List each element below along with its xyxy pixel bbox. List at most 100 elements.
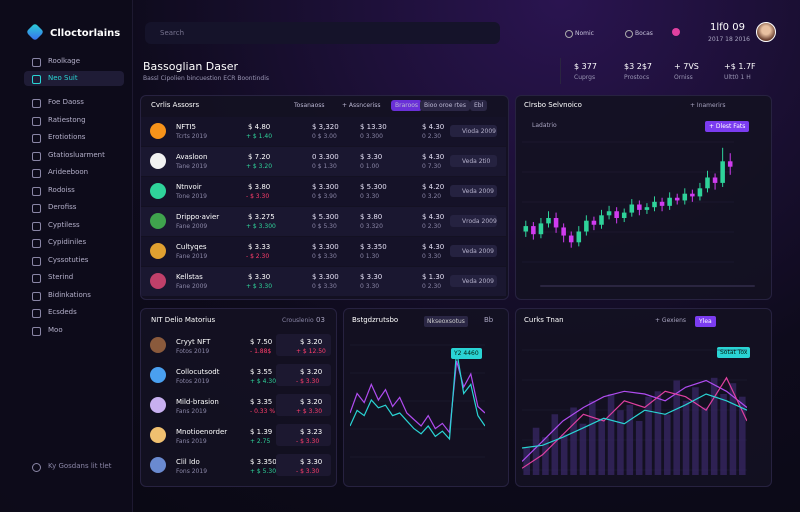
nav-item[interactable]: Erotiotions bbox=[48, 133, 86, 141]
nft-value: $ 3.20 bbox=[300, 368, 323, 376]
line-series bbox=[522, 379, 747, 462]
tab[interactable]: Braroos bbox=[391, 100, 423, 111]
nav-item[interactable]: Cyssotuties bbox=[48, 255, 89, 264]
stat-value: + 7VS bbox=[674, 62, 699, 71]
tab[interactable]: Crouslenio bbox=[282, 317, 314, 324]
tab[interactable]: Bioo oroe rtes bbox=[420, 100, 470, 111]
action[interactable]: Veda 2009 bbox=[462, 278, 494, 285]
nft-sub: Fotos 2019 bbox=[176, 348, 210, 355]
asset-change: - $ 2.30 bbox=[246, 253, 270, 260]
tab[interactable]: + Inamerirs bbox=[690, 102, 726, 109]
nft-name: Collocutsodt bbox=[176, 368, 220, 376]
cell-value: 0 3.300 bbox=[312, 153, 339, 161]
nft-name: Mnotioenorder bbox=[176, 428, 228, 436]
asset-name: Ntnvoir bbox=[176, 183, 202, 191]
nft-price: $ 3.55 bbox=[250, 368, 273, 376]
action-button[interactable] bbox=[450, 275, 497, 287]
sidebar-footer: Ky Gosdans lit tlet bbox=[48, 462, 112, 470]
candle-body bbox=[546, 218, 551, 224]
candle-body bbox=[531, 226, 536, 235]
candle-body bbox=[690, 193, 695, 197]
action[interactable]: Vioda 2009 bbox=[462, 128, 496, 135]
nav-item[interactable]: Cyptiless bbox=[48, 220, 80, 229]
search[interactable]: Search bbox=[160, 29, 185, 37]
asset-change: + $ 3.300 bbox=[246, 223, 276, 230]
nav-icon bbox=[32, 291, 41, 301]
bar bbox=[626, 404, 634, 475]
tab[interactable]: Nkseoxsotus bbox=[424, 316, 468, 327]
action[interactable]: Vroda 2009 bbox=[462, 218, 497, 225]
candle-body bbox=[720, 161, 725, 183]
nft-change: + 2.75 bbox=[250, 438, 271, 445]
nav-icon bbox=[32, 256, 41, 266]
search-box[interactable] bbox=[145, 22, 500, 44]
chart-tag: + Dlest Fats bbox=[705, 121, 750, 132]
action[interactable]: Veda 2ti0 bbox=[462, 158, 491, 165]
nav-item[interactable]: Sterind bbox=[48, 273, 74, 281]
line-series bbox=[522, 376, 747, 469]
candle-body bbox=[621, 212, 627, 218]
action[interactable]: Veda 2009 bbox=[462, 188, 494, 195]
asset-change: + $ 3.30 bbox=[246, 283, 273, 290]
asset-name: Drippo·avier bbox=[176, 213, 220, 221]
nft-vsub: - $ 3.30 bbox=[296, 438, 320, 445]
nav-item[interactable]: Rodoiss bbox=[48, 185, 75, 194]
candle-body bbox=[614, 211, 619, 218]
cell-sub: 0 1.00 bbox=[360, 163, 380, 170]
tab[interactable]: + Gexiens bbox=[655, 317, 687, 324]
nav-item[interactable]: Gtatiosluarment bbox=[48, 150, 105, 159]
nav-icon bbox=[32, 99, 41, 108]
user-name: 1lf0 09 bbox=[710, 22, 745, 33]
asset-price: $ 7.20 bbox=[248, 153, 271, 161]
stat-label: Cuprgs bbox=[574, 74, 596, 81]
action-button[interactable] bbox=[450, 215, 497, 227]
stat-label: Prostocs bbox=[624, 74, 650, 81]
action-button[interactable] bbox=[450, 125, 497, 137]
nav-icon bbox=[32, 134, 41, 143]
nav-item[interactable]: Roolkage bbox=[48, 57, 81, 65]
nav-item[interactable]: Moo bbox=[48, 325, 63, 334]
bar bbox=[523, 448, 530, 475]
top-link[interactable]: Nomic bbox=[575, 30, 594, 37]
cell-value: $ 3.30 bbox=[360, 273, 383, 281]
nav-item[interactable]: Derofiss bbox=[48, 203, 77, 211]
nav-item[interactable]: Neo Suit bbox=[48, 74, 78, 82]
tab[interactable]: Tosanaoss bbox=[294, 102, 325, 109]
bar bbox=[560, 434, 568, 475]
candle-body bbox=[674, 197, 680, 201]
asset-price: $ 3.33 bbox=[248, 243, 271, 251]
panel-title: NIT Delio Matorius bbox=[151, 316, 216, 324]
tab[interactable]: Ebl bbox=[470, 100, 488, 111]
nav-item[interactable]: Cypidiniles bbox=[48, 238, 87, 246]
cell-value: $ 3.300 bbox=[312, 183, 339, 191]
avatar[interactable] bbox=[756, 22, 776, 42]
action-button[interactable] bbox=[450, 245, 497, 257]
bar bbox=[720, 394, 727, 475]
value-cell bbox=[276, 424, 331, 446]
action-button[interactable] bbox=[450, 185, 497, 197]
bar bbox=[645, 396, 652, 475]
nft-value: $ 3.30 bbox=[300, 458, 323, 466]
notification-dot bbox=[672, 28, 680, 36]
top-link[interactable]: Bocas bbox=[635, 30, 653, 37]
action-button[interactable] bbox=[450, 155, 497, 167]
candle-body bbox=[697, 188, 703, 197]
nav-item[interactable]: Foe Daoss bbox=[48, 98, 84, 106]
asset-name: NFTI5 bbox=[176, 123, 196, 131]
nav-item[interactable]: Ratiestong bbox=[48, 115, 86, 124]
action[interactable]: Veda 2009 bbox=[462, 248, 494, 255]
asset-icon bbox=[150, 153, 166, 169]
nav-item[interactable]: Ecsdeds bbox=[48, 308, 77, 316]
button[interactable]: Ylea bbox=[695, 316, 716, 327]
nav-item[interactable]: Bidinkations bbox=[48, 290, 91, 299]
nft-vsub: - $ 3.30 bbox=[296, 378, 320, 385]
nav-icon bbox=[32, 75, 41, 84]
nav-item[interactable]: Arideeboon bbox=[48, 168, 89, 176]
candle-body bbox=[523, 226, 529, 232]
scroll-track bbox=[540, 285, 755, 287]
asset-name: Kellstas bbox=[176, 273, 203, 281]
tab[interactable]: + Assnceriss bbox=[342, 102, 381, 109]
nft-icon bbox=[150, 397, 166, 413]
nft-change: - 1.88$ bbox=[250, 348, 272, 355]
